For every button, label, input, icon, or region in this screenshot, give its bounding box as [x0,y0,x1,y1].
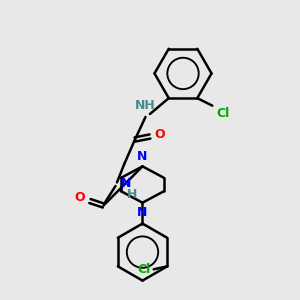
Text: N: N [121,176,131,190]
Text: NH: NH [135,99,156,112]
Text: O: O [154,128,164,141]
Text: Cl: Cl [217,107,230,120]
Text: Cl: Cl [137,263,151,276]
Text: O: O [75,190,86,204]
Text: N: N [137,150,148,163]
Text: N: N [137,206,148,219]
Text: H: H [127,188,137,200]
